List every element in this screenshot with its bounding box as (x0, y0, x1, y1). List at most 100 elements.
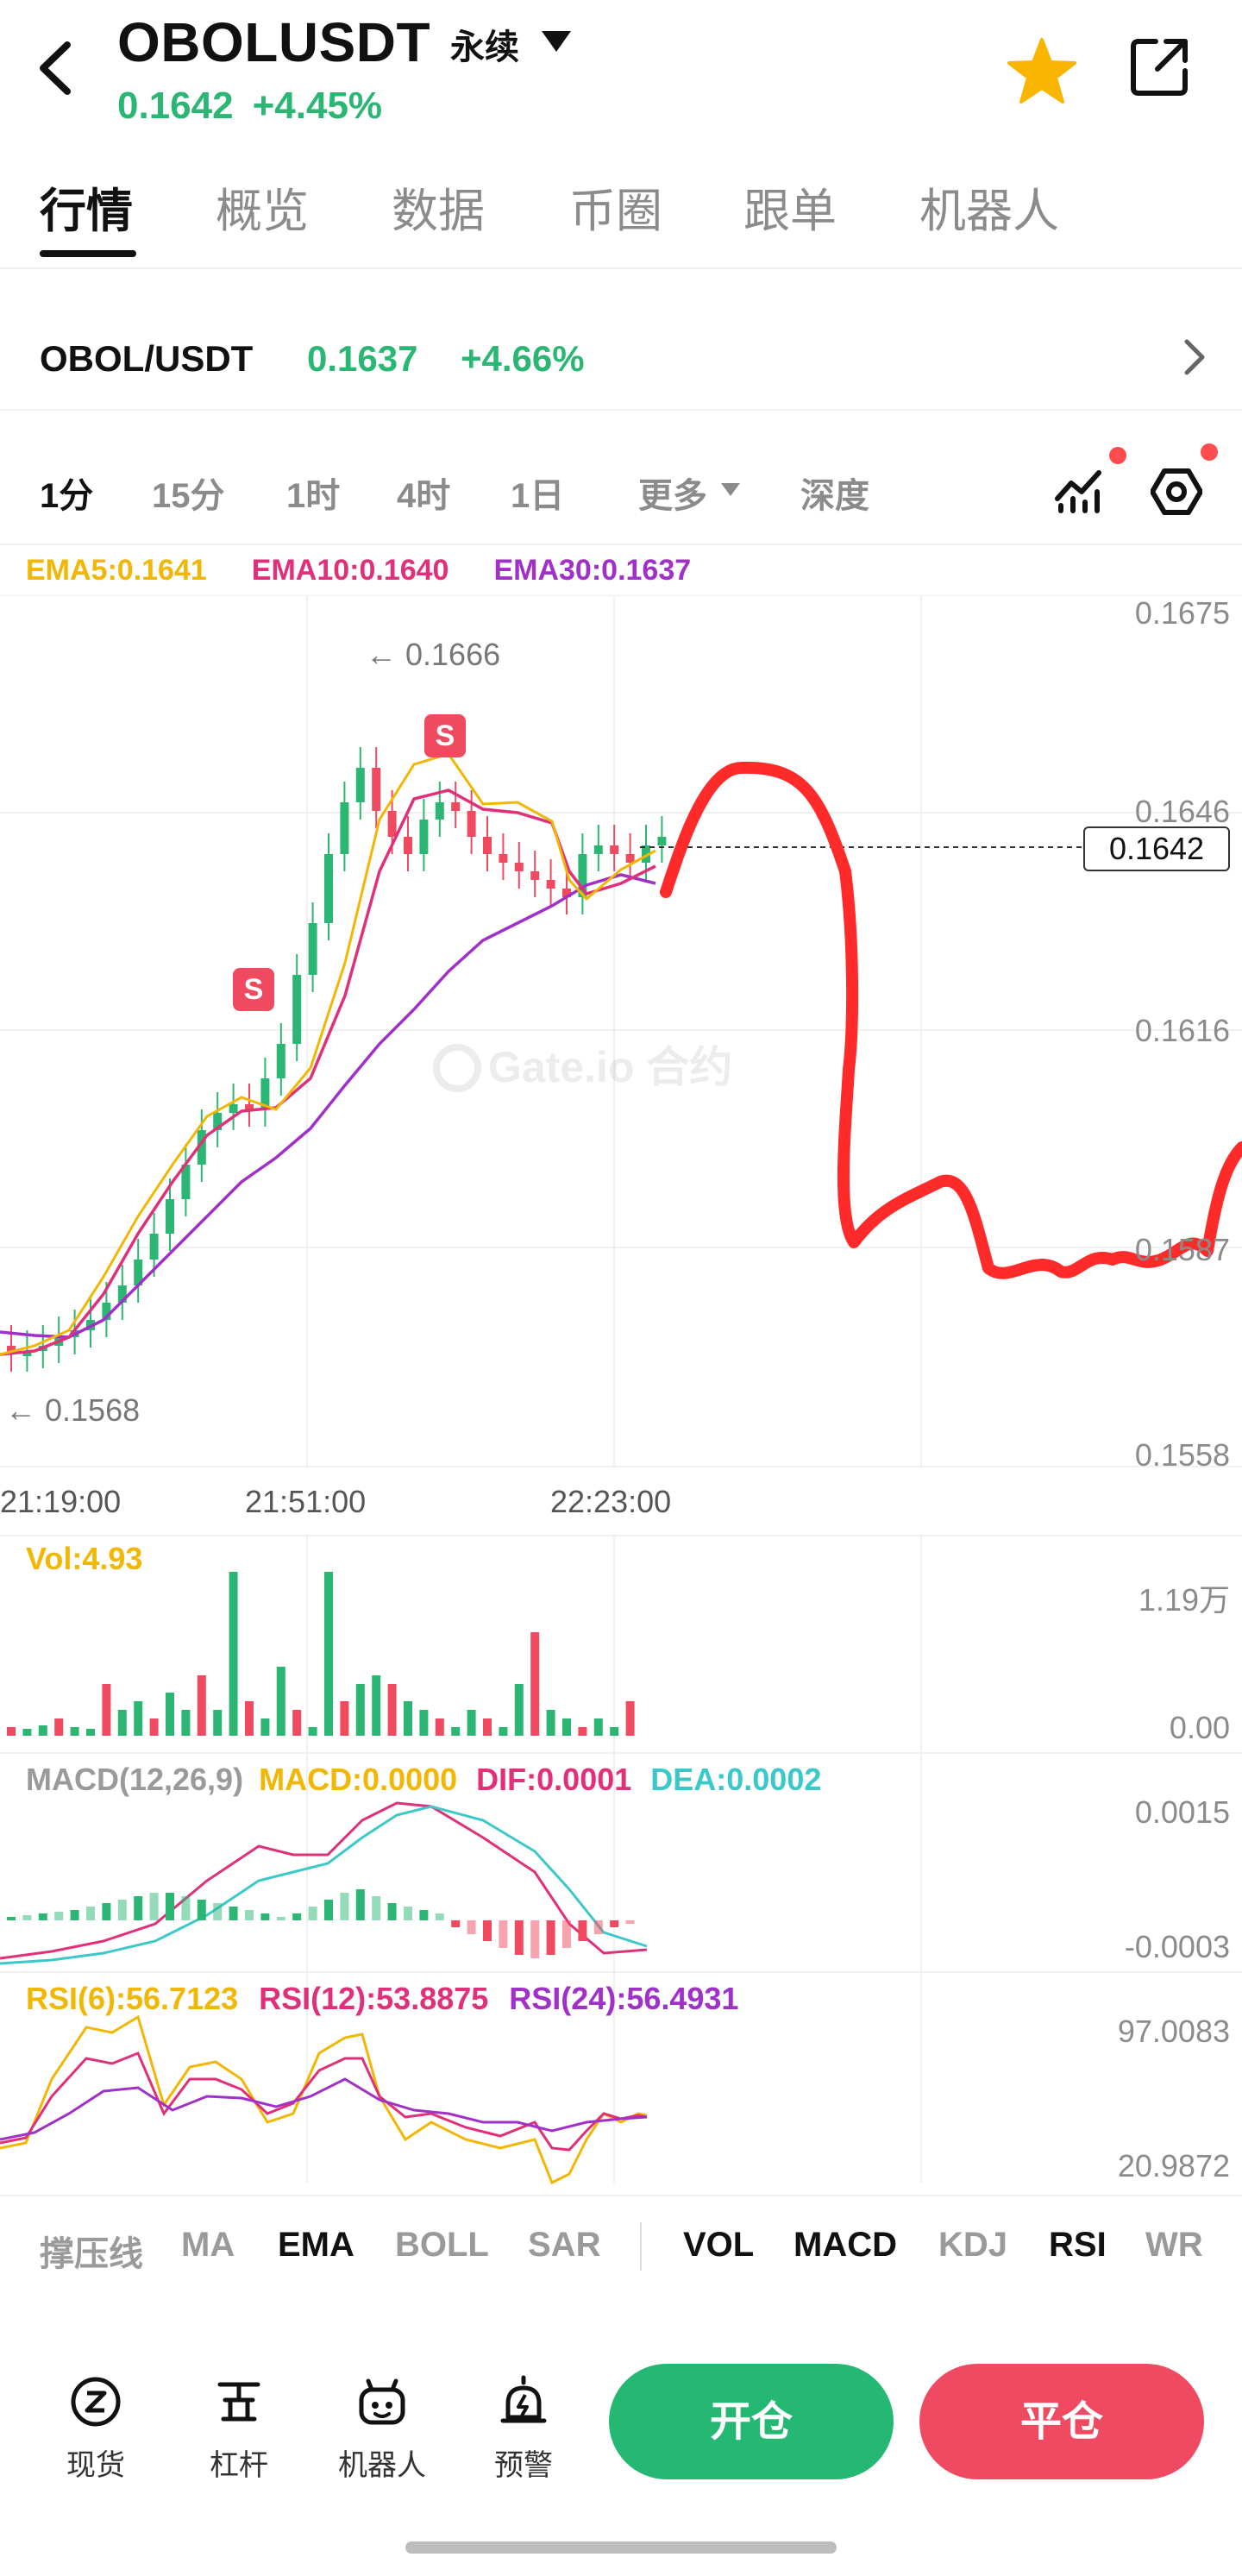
macd-histogram-bar (70, 1910, 79, 1920)
indicator-macd[interactable]: MACD (794, 2226, 897, 2264)
tab-data[interactable]: 数据 (392, 185, 485, 237)
candle-body (419, 820, 429, 854)
close-position-button[interactable]: 平仓 (919, 2364, 1204, 2479)
indicator-support-resistance[interactable]: 撑压线 (40, 2235, 143, 2273)
pair-change: +4.66% (461, 338, 585, 379)
price-axis-label: 0.1558 (1134, 1437, 1230, 1473)
chevron-right-icon (1184, 339, 1205, 375)
candle-body (467, 811, 476, 837)
ema5-line (0, 752, 656, 1356)
timeframe-1h[interactable]: 1时 (286, 477, 341, 515)
tab-overview[interactable]: 概览 (216, 185, 309, 237)
candle-body (181, 1165, 191, 1199)
sell-signal-badge[interactable]: S (233, 968, 274, 1011)
header-last-price: 0.1642 (117, 85, 234, 127)
tab-market[interactable]: 行情 (40, 185, 133, 237)
rsi6-value: RSI(6):56.7123 (26, 1981, 239, 2016)
header-price-row: 0.1642 +4.45% (117, 85, 401, 128)
candle-body (642, 845, 650, 863)
macd-histogram-bar (324, 1900, 333, 1920)
candle-body (260, 1078, 270, 1109)
sell-signal-badge[interactable]: S (424, 714, 466, 757)
timeframe-1m[interactable]: 1分 (40, 477, 94, 515)
notification-dot (1201, 443, 1218, 461)
indicator-chart-icon[interactable] (1054, 464, 1104, 514)
candle-body (404, 837, 412, 854)
open-position-button[interactable]: 开仓 (609, 2364, 894, 2479)
indicator-kdj[interactable]: KDJ (938, 2226, 1008, 2264)
timeframe-15m[interactable]: 15分 (152, 477, 225, 515)
back-arrow-icon[interactable] (33, 38, 78, 98)
price-axis-label: 0.1675 (1134, 595, 1230, 631)
price-axis-label: 0.1616 (1134, 1013, 1230, 1048)
nav-bots[interactable]: 机器人 (335, 2374, 430, 2484)
candle-body (483, 837, 492, 854)
macd-histogram-bar (54, 1912, 64, 1920)
rsi24-value: RSI(24):56.4931 (509, 1981, 739, 2016)
candle-body (514, 863, 524, 871)
share-icon[interactable] (1126, 35, 1192, 100)
depth-tab[interactable]: 深度 (800, 477, 869, 515)
tab-bots[interactable]: 机器人 (919, 185, 1059, 237)
volume-bar (197, 1675, 206, 1736)
volume-bar (134, 1701, 143, 1736)
macd-histogram-bar (578, 1920, 587, 1941)
macd-histogram-bar (292, 1913, 302, 1920)
notification-dot (1109, 447, 1126, 464)
timeframe-1d[interactable]: 1日 (511, 477, 565, 515)
symbol-title[interactable]: OBOLUSDT (117, 11, 431, 73)
candle-body (166, 1199, 174, 1234)
candle-body (451, 802, 461, 811)
rsi12-line (0, 2051, 648, 2152)
rsi-axis-min: 20.9872 (1117, 2148, 1230, 2183)
pair-price: 0.1637 (307, 338, 418, 379)
timeframe-more[interactable]: 更多 (638, 477, 707, 515)
indicator-rsi[interactable]: RSI (1049, 2226, 1107, 2264)
candle-body (117, 1285, 127, 1303)
timeframe-4h[interactable]: 4时 (397, 477, 451, 515)
symbol-dropdown-icon[interactable] (542, 31, 571, 52)
candle-body (387, 811, 397, 837)
candlestick-chart[interactable]: Gate.io 合约 (0, 595, 1242, 2200)
macd-histogram-bar (499, 1920, 508, 1948)
spot-pair-row[interactable]: OBOL/USDT 0.1637 +4.66% (0, 293, 1242, 411)
time-axis-label: 22:23:00 (550, 1484, 672, 1519)
volume-bar (260, 1718, 270, 1736)
rsi12-value: RSI(12):53.8875 (259, 1981, 489, 2016)
indicator-vol[interactable]: VOL (683, 2226, 755, 2264)
volume-bar (54, 1718, 64, 1736)
home-indicator (405, 2541, 837, 2554)
tab-community[interactable]: 币圈 (569, 185, 662, 237)
price-axis-label: 0.1646 (1134, 794, 1230, 829)
nav-margin[interactable]: 杠杆 (191, 2374, 286, 2484)
volume-bar (625, 1701, 635, 1736)
volume-bar (340, 1701, 349, 1736)
indicator-wr[interactable]: WR (1145, 2226, 1203, 2264)
candle-body (7, 1346, 16, 1354)
low-price-marker: ← 0.1568 (5, 1392, 141, 1428)
settings-hexagon-icon[interactable] (1151, 466, 1202, 518)
nav-alerts[interactable]: 预警 (476, 2374, 571, 2484)
tab-copy-trading[interactable]: 跟单 (743, 185, 837, 237)
macd-histogram-bar (117, 1900, 127, 1920)
favorite-star-icon[interactable] (1006, 35, 1078, 107)
volume-bar (70, 1727, 79, 1736)
macd-histogram-bar (260, 1913, 270, 1920)
indicator-sar[interactable]: SAR (528, 2226, 601, 2264)
macd-histogram-bar (355, 1889, 365, 1920)
macd-histogram (7, 1889, 635, 1958)
indicator-boll[interactable]: BOLL (395, 2226, 489, 2264)
volume-bar (355, 1684, 365, 1736)
indicator-ema[interactable]: EMA (278, 2226, 354, 2264)
nav-spot[interactable]: 现货 (48, 2374, 143, 2484)
volume-bar (166, 1693, 174, 1736)
contract-type-label[interactable]: 永续 (450, 28, 519, 66)
indicator-ma[interactable]: MA (181, 2226, 235, 2264)
volume-bar (435, 1718, 444, 1736)
volume-bar (419, 1710, 429, 1736)
volume-bar (593, 1718, 603, 1736)
volume-bar (578, 1727, 587, 1736)
high-price-marker: ← 0.1666 (366, 637, 501, 672)
macd-histogram-bar (467, 1920, 476, 1934)
macd-histogram-bar (134, 1896, 143, 1920)
